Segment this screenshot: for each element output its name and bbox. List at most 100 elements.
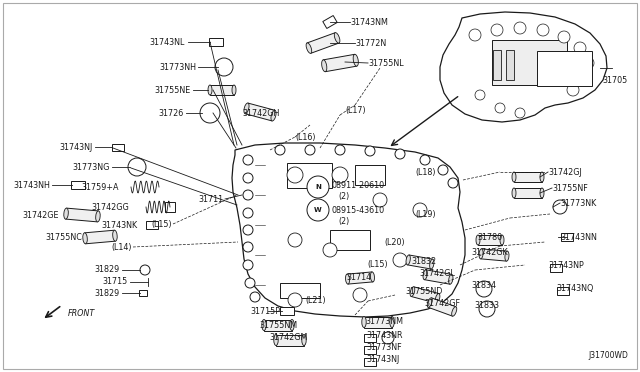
Circle shape <box>495 103 505 113</box>
Text: 31834: 31834 <box>471 282 496 291</box>
Bar <box>493 39 568 84</box>
Text: 31773NM: 31773NM <box>365 317 403 327</box>
Text: 31780: 31780 <box>478 232 503 241</box>
Text: 31726: 31726 <box>159 109 184 118</box>
Text: 31742GL: 31742GL <box>419 269 455 279</box>
Text: 31829: 31829 <box>95 266 120 275</box>
Circle shape <box>582 57 594 69</box>
Bar <box>364 358 376 366</box>
Circle shape <box>438 165 448 175</box>
Text: 31743NJ: 31743NJ <box>366 356 399 365</box>
Circle shape <box>577 72 589 84</box>
Text: 31772N: 31772N <box>355 38 387 48</box>
Circle shape <box>243 155 253 165</box>
Circle shape <box>413 203 427 217</box>
Text: (L14): (L14) <box>111 243 132 251</box>
Ellipse shape <box>406 255 410 265</box>
Circle shape <box>332 167 348 183</box>
Bar <box>478 235 502 245</box>
Bar <box>112 144 124 151</box>
Text: FRONT: FRONT <box>68 310 95 318</box>
Ellipse shape <box>505 251 509 261</box>
Ellipse shape <box>244 103 249 114</box>
Circle shape <box>469 29 481 41</box>
Bar <box>84 230 115 244</box>
Bar <box>561 233 573 241</box>
Ellipse shape <box>390 317 394 327</box>
Text: 31742GH: 31742GH <box>242 109 280 118</box>
Bar <box>481 249 508 261</box>
Text: 31743NR: 31743NR <box>366 331 403 340</box>
Text: 31829: 31829 <box>95 289 120 298</box>
Text: 31773NH: 31773NH <box>159 62 196 71</box>
Text: 08915-43610: 08915-43610 <box>332 205 385 215</box>
Ellipse shape <box>274 334 278 346</box>
Text: 31773NF: 31773NF <box>366 343 402 353</box>
Circle shape <box>537 24 549 36</box>
Text: 31743NM: 31743NM <box>350 17 388 26</box>
Bar <box>276 334 304 346</box>
Ellipse shape <box>540 172 544 182</box>
Text: 31711: 31711 <box>199 195 224 203</box>
Bar <box>307 33 339 53</box>
Bar <box>355 165 385 185</box>
Ellipse shape <box>500 235 504 245</box>
Circle shape <box>353 288 367 302</box>
Bar <box>557 287 569 295</box>
Circle shape <box>373 193 387 207</box>
Bar <box>323 16 337 29</box>
Text: (L15): (L15) <box>367 260 388 269</box>
Text: 31743NN: 31743NN <box>560 232 597 241</box>
Bar <box>514 188 542 198</box>
Ellipse shape <box>302 334 306 346</box>
Bar <box>411 287 439 303</box>
Polygon shape <box>440 12 607 122</box>
Ellipse shape <box>64 208 68 219</box>
Text: 31715: 31715 <box>103 278 128 286</box>
Text: 31742GM: 31742GM <box>269 334 308 343</box>
Circle shape <box>243 242 253 252</box>
Ellipse shape <box>232 85 236 95</box>
Bar <box>364 346 376 354</box>
Circle shape <box>514 22 526 34</box>
Text: 31742GF: 31742GF <box>424 299 460 308</box>
Bar <box>407 255 433 269</box>
Text: 31755NL: 31755NL <box>368 58 404 67</box>
Text: (2): (2) <box>338 217 349 225</box>
Circle shape <box>215 58 233 76</box>
Text: J31700WD: J31700WD <box>588 350 628 359</box>
Circle shape <box>491 24 503 36</box>
Text: (L19): (L19) <box>415 209 436 218</box>
Circle shape <box>567 84 579 96</box>
Text: N: N <box>315 184 321 190</box>
Ellipse shape <box>322 60 327 72</box>
Circle shape <box>574 42 586 54</box>
Bar <box>65 208 99 222</box>
Circle shape <box>243 225 253 235</box>
Text: (L18): (L18) <box>415 167 435 176</box>
Circle shape <box>479 301 495 317</box>
Text: 31743NQ: 31743NQ <box>556 283 593 292</box>
Bar <box>493 50 501 80</box>
Bar <box>139 290 147 296</box>
Ellipse shape <box>428 298 433 307</box>
Ellipse shape <box>371 272 374 282</box>
Bar <box>538 51 593 86</box>
Text: 08911-20610: 08911-20610 <box>332 180 385 189</box>
Bar <box>264 320 292 330</box>
Bar <box>364 334 376 342</box>
Circle shape <box>448 178 458 188</box>
Text: 31832: 31832 <box>412 257 437 266</box>
Text: 31773NG: 31773NG <box>72 163 110 171</box>
Circle shape <box>288 233 302 247</box>
Text: 31773NK: 31773NK <box>560 199 596 208</box>
Circle shape <box>395 149 405 159</box>
Text: 31742GE: 31742GE <box>22 211 59 219</box>
Text: 31743NK: 31743NK <box>102 221 138 230</box>
Text: (L16): (L16) <box>295 132 316 141</box>
Circle shape <box>243 190 253 200</box>
Bar <box>323 54 356 72</box>
Bar <box>209 38 223 46</box>
Bar <box>280 282 320 298</box>
Text: (2): (2) <box>338 192 349 201</box>
